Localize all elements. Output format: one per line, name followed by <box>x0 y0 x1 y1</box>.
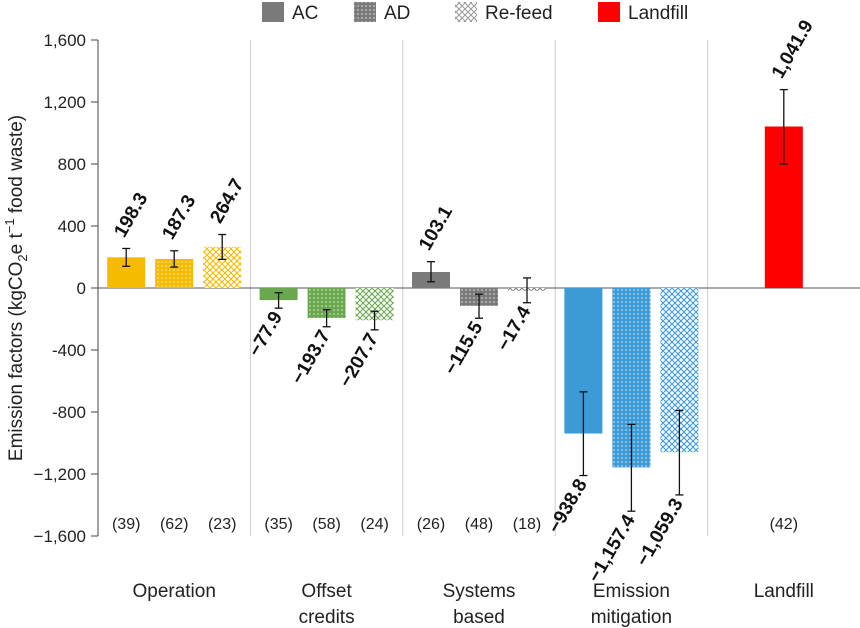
group-label: Offset <box>301 581 352 602</box>
sample-count: (26) <box>417 516 445 533</box>
legend-label: AC <box>292 3 318 24</box>
sample-count: (62) <box>160 516 188 533</box>
group-label: Emission <box>593 581 670 602</box>
y-tick-label: 1,600 <box>43 31 86 50</box>
sample-count: (35) <box>264 516 292 533</box>
y-axis-title: Emission factors (kgCO2e t−1 food waste) <box>2 115 30 461</box>
sample-count: (39) <box>112 516 140 533</box>
data-label: −17.4 <box>493 302 535 355</box>
legend-swatch <box>354 2 376 22</box>
data-label: −1,059.3 <box>632 495 687 570</box>
data-label: 103.1 <box>415 202 457 254</box>
group-label: mitigation <box>591 607 672 628</box>
data-label: 264.7 <box>206 175 248 227</box>
legend-swatch <box>455 2 477 22</box>
group-label: Operation <box>132 581 215 602</box>
data-label: 198.3 <box>110 189 152 241</box>
sample-count: (18) <box>513 516 541 533</box>
group-label: Landfill <box>754 581 814 602</box>
y-tick-label: 400 <box>58 217 86 236</box>
sample-count: (48) <box>465 516 493 533</box>
y-tick-label: 800 <box>58 155 86 174</box>
data-label: 187.3 <box>158 192 200 244</box>
legend-label: Re-feed <box>485 3 553 24</box>
data-label: −1,157.4 <box>584 511 640 586</box>
legend: AC AD Re-feed Landfill <box>262 2 688 24</box>
data-label: −115.5 <box>440 318 487 379</box>
y-tick-label: 0 <box>77 279 86 298</box>
data-label: −193.7 <box>287 327 335 388</box>
sample-count: (23) <box>208 516 236 533</box>
legend-swatch <box>598 2 620 22</box>
data-label: −77.9 <box>245 308 287 360</box>
group-label: credits <box>299 607 355 628</box>
y-tick-label: -400 <box>52 341 86 360</box>
group-label: Systems <box>443 581 516 602</box>
legend-label: AD <box>384 3 410 24</box>
data-label: −938.8 <box>544 476 592 537</box>
group-label: based <box>453 607 505 628</box>
y-tick-label: −1,200 <box>34 465 86 484</box>
y-tick-label: -800 <box>52 403 86 422</box>
sample-count: (42) <box>770 516 798 533</box>
data-label: 1,041.9 <box>768 17 818 82</box>
legend-swatch <box>262 2 284 22</box>
y-tick-label: 1,200 <box>43 93 86 112</box>
legend-label: Landfill <box>628 3 688 24</box>
data-label: −207.7 <box>335 330 383 391</box>
sample-count: (58) <box>312 516 340 533</box>
data-labels: 198.3 (39) 187.3 (62) 264.7 (23) Operation −77.… <box>110 17 817 628</box>
sample-count: (24) <box>360 516 388 533</box>
bars <box>107 88 803 512</box>
y-axis: −1,600 −1,200 -800 -400 0 400 800 1,200 1,600 <box>34 31 860 546</box>
y-tick-label: −1,600 <box>34 527 86 546</box>
